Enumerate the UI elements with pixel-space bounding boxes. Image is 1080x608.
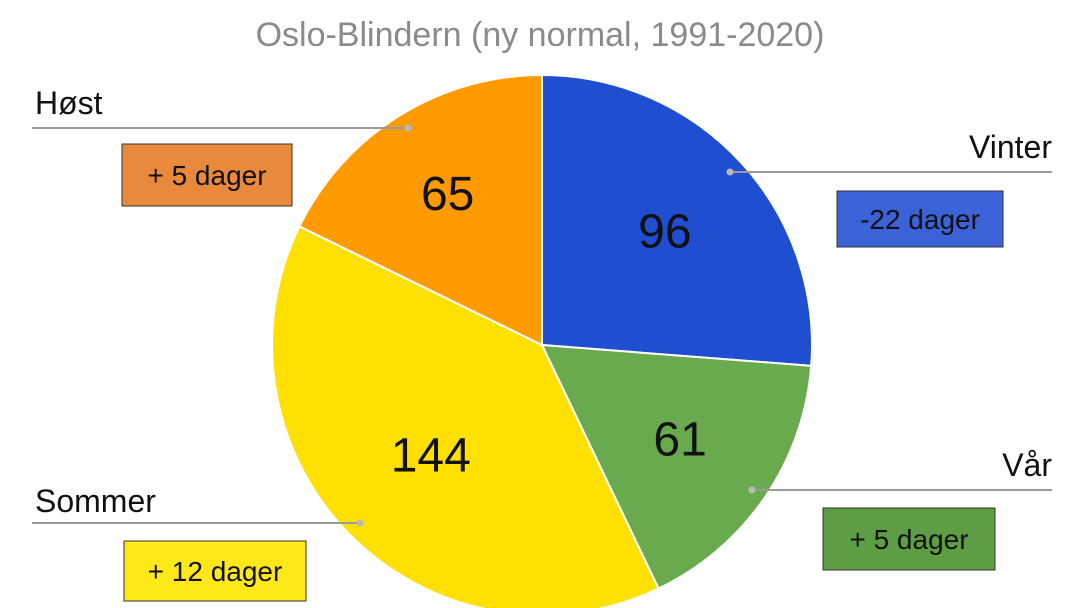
value-label-vår: 61 <box>653 414 706 467</box>
pie-slices <box>271 73 813 608</box>
value-label-sommer: 144 <box>391 429 471 482</box>
value-label-høst: 65 <box>421 168 474 221</box>
change-box-vår <box>822 507 996 571</box>
value-label-vinter: 96 <box>638 205 691 258</box>
change-text-vår: + 5 dager <box>849 524 968 555</box>
callout-dot-vår <box>748 486 756 494</box>
change-text-vinter: -22 dager <box>860 204 980 235</box>
chart-title: Oslo-Blindern (ny normal, 1991-2020) <box>256 16 825 54</box>
change-box-sommer <box>123 540 307 602</box>
callout-dot-høst <box>404 124 412 132</box>
season-callouts: Vinter -22 dager Vår + 5 dager Sommer + 12 da… <box>32 85 1052 602</box>
change-box-høst <box>121 143 293 207</box>
slice-sommer <box>271 225 660 608</box>
change-text-høst: + 5 dager <box>147 160 266 191</box>
callout-dot-vinter <box>726 168 734 176</box>
slice-høst <box>298 73 543 347</box>
slice-vinter <box>541 73 813 367</box>
value-labels: 96 61 144 65 <box>391 168 707 482</box>
change-box-vinter <box>836 190 1004 248</box>
slice-vår <box>540 343 813 590</box>
season-label-sommer: Sommer <box>35 483 156 519</box>
season-label-vinter: Vinter <box>969 129 1052 165</box>
callout-dot-sommer <box>356 519 364 527</box>
change-text-sommer: + 12 dager <box>148 556 283 587</box>
season-label-vår: Vår <box>1002 447 1052 483</box>
season-label-høst: Høst <box>35 85 103 121</box>
